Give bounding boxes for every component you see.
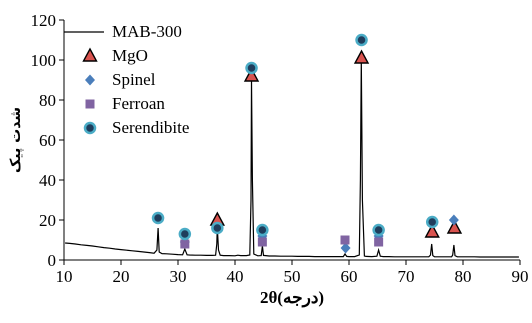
serendibite-marker	[425, 215, 439, 229]
mgo-marker	[424, 223, 440, 238]
spinel-marker	[340, 242, 351, 254]
y-tick-label: 0	[48, 251, 57, 270]
legend-swatch-spinel	[85, 74, 95, 86]
x-tick-label: 70	[398, 267, 415, 286]
y-axis-title: شدت پیک	[8, 107, 24, 173]
y-ticks: 0 20 40 60 80 100 120	[31, 11, 64, 270]
legend-label-ferroan: Ferroan	[112, 94, 165, 113]
x-tick-label: 80	[455, 267, 472, 286]
x-ticks: 10 20 30 40 50 60 70 80 90	[56, 260, 529, 286]
mgo-marker	[446, 219, 463, 234]
serendibite-marker	[151, 211, 165, 225]
x-tick-label: 40	[227, 267, 244, 286]
legend: MAB-300 MgO Spinel Ferroan Serendibite	[64, 22, 189, 137]
plot-area: 0 20 40 60 80 100 120 10 20 30 40 50 60 70 80 90	[31, 11, 529, 286]
x-tick-label: 20	[113, 267, 130, 286]
ferroan-marker	[180, 239, 190, 249]
series-line-mab-300	[65, 59, 519, 258]
spinel-marker	[448, 214, 459, 226]
ferroan-marker	[257, 237, 267, 247]
legend-swatch-serendibite	[83, 121, 97, 135]
serendibite-marker	[256, 223, 269, 237]
serendibite-marker	[245, 61, 258, 75]
ferroan-marker	[340, 235, 350, 245]
legend-swatch-mgo	[82, 47, 98, 62]
y-tick-label: 60	[39, 131, 56, 150]
y-tick-label: 120	[31, 11, 57, 30]
x-tick-label: 30	[170, 267, 187, 286]
serendibite-marker	[372, 223, 385, 237]
y-tick-label: 20	[39, 211, 56, 230]
legend-label-mgo: MgO	[112, 46, 148, 65]
x-tick-label: 60	[341, 267, 358, 286]
ferroan-marker	[374, 237, 384, 247]
serendibite-marker	[211, 221, 224, 235]
x-tick-label: 50	[284, 267, 301, 286]
legend-swatch-ferroan	[85, 99, 95, 109]
x-tick-label: 90	[512, 267, 529, 286]
legend-label-serendibite: Serendibite	[112, 118, 189, 137]
mgo-marker	[353, 49, 370, 64]
x-axis-title: 2θ(درجه)	[260, 288, 324, 308]
serendibite-marker	[178, 227, 192, 241]
serendibite-marker	[355, 33, 368, 47]
y-tick-label: 100	[31, 51, 57, 70]
legend-label-mab-300: MAB-300	[112, 22, 182, 41]
legend-label-spinel: Spinel	[112, 70, 156, 89]
markers	[151, 33, 463, 254]
mgo-marker	[243, 67, 260, 82]
x-tick-label: 10	[56, 267, 73, 286]
y-tick-label: 40	[39, 171, 56, 190]
y-tick-label: 80	[39, 91, 56, 110]
